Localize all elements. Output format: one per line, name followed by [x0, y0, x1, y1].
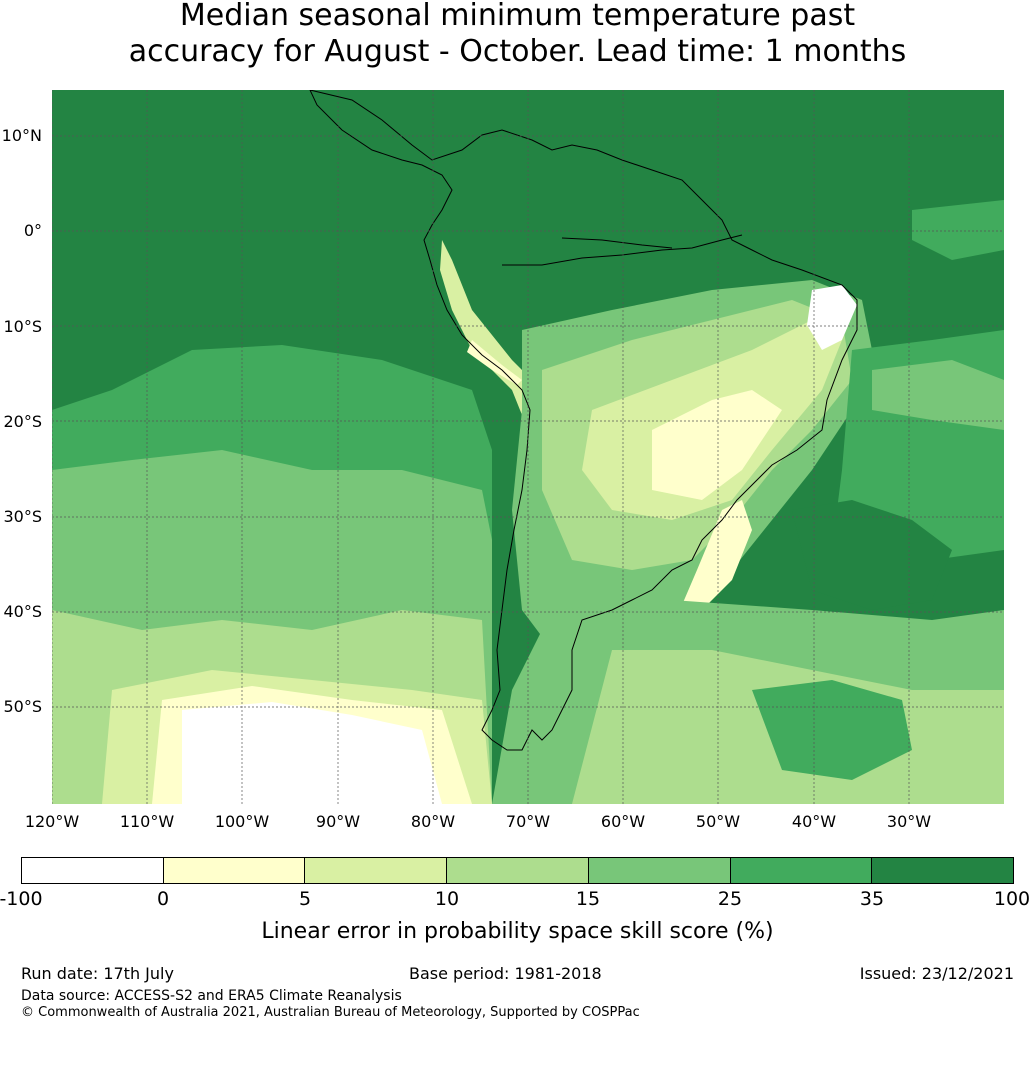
skill-region-pacific-white — [182, 702, 442, 804]
lon-label-60w: 60°W — [600, 812, 646, 831]
lat-label-0: 0° — [23, 221, 42, 240]
lat-label-30s: 30°S — [3, 507, 42, 526]
skill-region-south-atlantic-mid — [752, 680, 912, 780]
lon-label-120w: 120°W — [24, 812, 80, 831]
data-source: Data source: ACCESS-S2 and ERA5 Climate … — [21, 988, 402, 1004]
lat-label-50s: 50°S — [3, 697, 42, 716]
lat-label-10s: 10°S — [3, 317, 42, 336]
issued-date: Issued: 23/12/2021 — [859, 964, 1014, 983]
colorbar-segment — [872, 858, 1014, 883]
skill-score-map — [52, 90, 1004, 804]
skill-region-central-yellow — [652, 390, 782, 500]
map-title-line-2: accuracy for August - October. Lead time… — [128, 34, 907, 69]
colorbar-tick: 10 — [434, 888, 460, 910]
lon-label-30w: 30°W — [886, 812, 932, 831]
skill-region-andes-white — [467, 340, 522, 385]
run-date: Run date: 17th July — [21, 964, 174, 983]
colorbar-tick: 15 — [575, 888, 601, 910]
colorbar — [21, 857, 1014, 884]
lon-label-50w: 50°W — [695, 812, 741, 831]
river-amazon-tributary — [561, 237, 673, 249]
colorbar-segment — [305, 858, 448, 883]
colorbar-segment — [163, 858, 306, 883]
colorbar-tick: 100 — [993, 888, 1031, 910]
lon-label-70w: 70°W — [505, 812, 551, 831]
lat-label-40s: 40°S — [3, 602, 42, 621]
colorbar-segment — [22, 858, 164, 883]
colorbar-segment — [730, 858, 873, 883]
colorbar-tick: -100 — [0, 888, 43, 910]
map-gridlines — [52, 90, 1004, 804]
lat-label-20s: 20°S — [3, 412, 42, 431]
base-period: Base period: 1981-2018 — [409, 964, 602, 983]
colorbar-tick: 35 — [859, 888, 885, 910]
lon-label-100w: 100°W — [214, 812, 270, 831]
colorbar-tick: 0 — [156, 888, 170, 910]
copyright: © Commonwealth of Australia 2021, Austra… — [21, 1005, 640, 1020]
colorbar-label: Linear error in probability space skill … — [261, 919, 774, 944]
lon-label-110w: 110°W — [119, 812, 175, 831]
colorbar-tick: 5 — [298, 888, 312, 910]
skill-region-eq-atlantic — [912, 200, 1004, 260]
lon-label-90w: 90°W — [315, 812, 361, 831]
lon-label-40w: 40°W — [791, 812, 837, 831]
lat-label-10n: 10°N — [1, 126, 42, 145]
river-amazon — [502, 234, 743, 266]
colorbar-segment — [447, 858, 589, 883]
skill-region-ne-brazil-white — [807, 285, 857, 350]
lon-label-80w: 80°W — [410, 812, 456, 831]
colorbar-tick: 25 — [717, 888, 743, 910]
skill-region-atlantic-pale — [872, 360, 1004, 430]
map-canvas — [52, 90, 1004, 804]
colorbar-segment — [588, 858, 731, 883]
map-title-line-1: Median seasonal minimum temperature past — [179, 0, 856, 33]
skill-region-atlantic-dark — [792, 500, 952, 610]
skill-region-plata-streak — [682, 500, 752, 610]
coastline-south-america — [309, 90, 858, 751]
